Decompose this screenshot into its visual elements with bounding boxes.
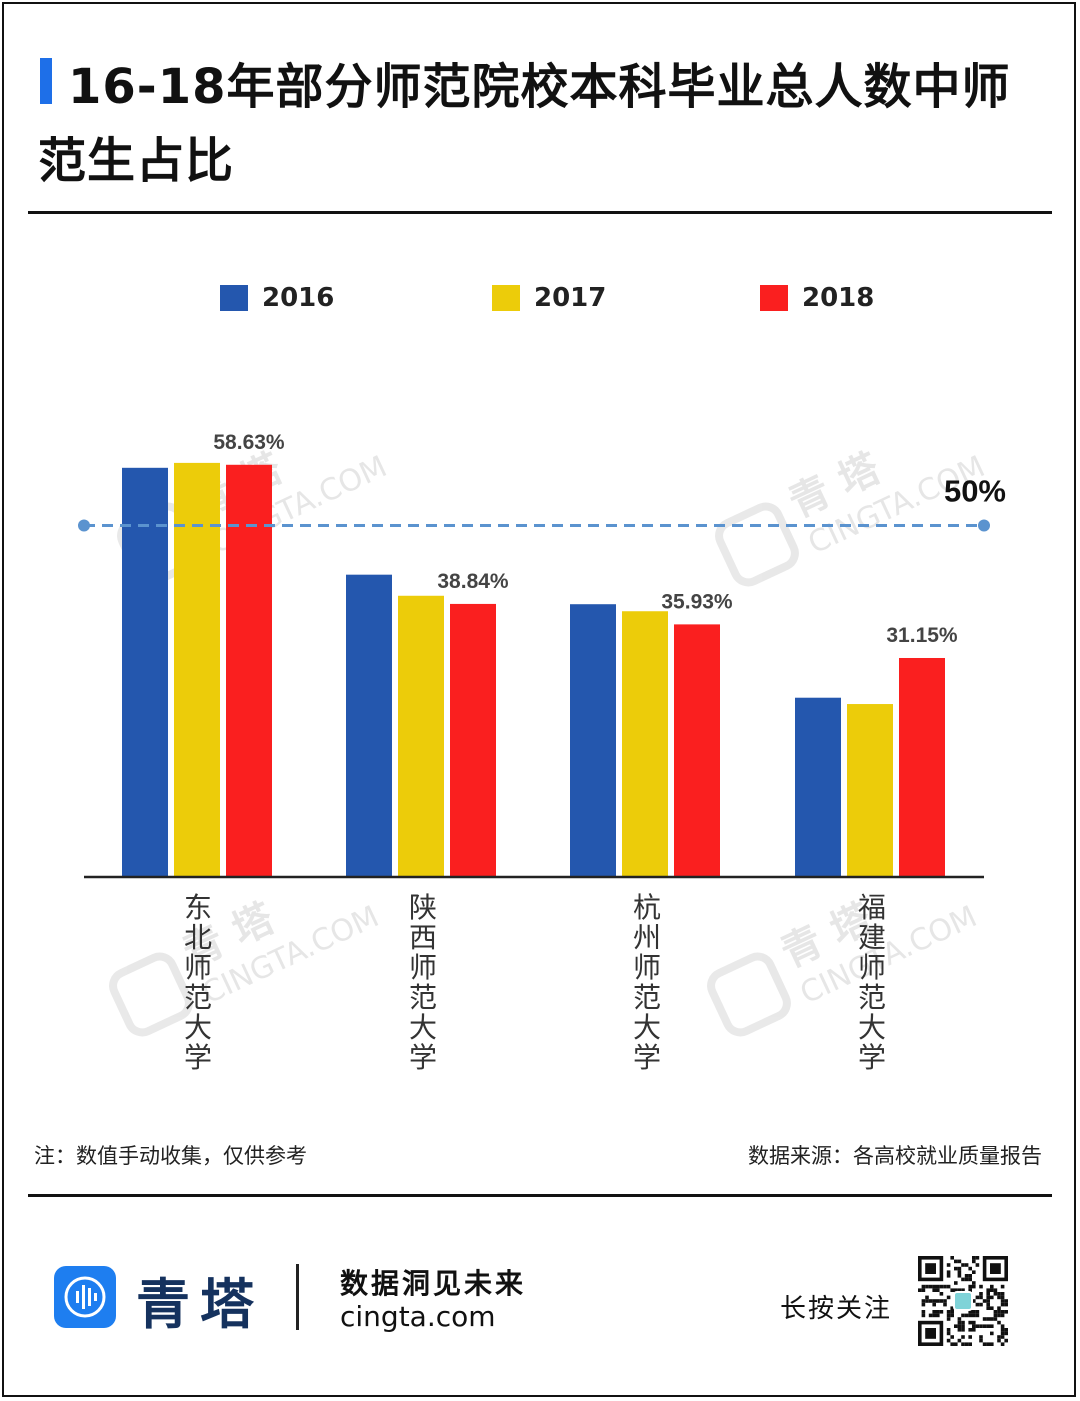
bar-2017-1 <box>398 595 444 877</box>
chart-legend: 2016 2017 2018 <box>0 280 1080 316</box>
reference-line-end-dot <box>978 519 990 532</box>
brand-divider <box>296 1264 299 1330</box>
bar-2018-1 <box>450 603 496 877</box>
brand-url[interactable]: cingta.com <box>340 1300 496 1333</box>
bar-2016-1 <box>346 574 392 877</box>
legend-item-2016: 2016 <box>220 280 334 316</box>
bar-2016-0 <box>122 467 168 877</box>
category-label-3: 福建师范大学 <box>858 891 886 1074</box>
bar-2016-3 <box>795 697 841 877</box>
bar-2018-2 <box>674 624 720 877</box>
bar-2017-2 <box>622 611 668 877</box>
bar-2017-3 <box>847 704 893 877</box>
bar-2018-3 <box>899 657 945 877</box>
sound-wave-icon <box>54 1266 116 1328</box>
legend-item-2017: 2017 <box>492 280 606 316</box>
data-label-3: 31.15% <box>886 624 958 647</box>
legend-swatch-2018 <box>760 285 788 311</box>
category-label-2: 杭州师范大学 <box>633 891 661 1074</box>
legend-swatch-2017 <box>492 285 520 311</box>
title-accent-bar <box>40 58 52 104</box>
qr-code-icon[interactable] <box>918 1256 1008 1346</box>
category-label-0: 东北师范大学 <box>184 891 212 1074</box>
reference-line-label: 50% <box>944 473 1006 508</box>
legend-label-2016: 2016 <box>262 283 335 313</box>
footer-divider <box>28 1194 1052 1197</box>
reference-line-start-dot <box>78 519 90 532</box>
source-text: 数据来源：各高校就业质量报告 <box>748 1144 1042 1168</box>
follow-prompt: 长按关注 <box>780 1294 893 1324</box>
data-label-0: 58.63% <box>213 431 285 454</box>
category-label-1: 陕西师范大学 <box>409 891 437 1074</box>
data-label-2: 35.93% <box>661 590 733 613</box>
data-label-1: 38.84% <box>437 570 509 593</box>
legend-label-2018: 2018 <box>802 283 875 313</box>
chart-title: 16-18年部分师范院校本科毕业总人数中师范生占比 <box>38 59 1011 189</box>
bar-2018-0 <box>226 464 272 877</box>
brand-name: 青塔 <box>136 1272 264 1336</box>
legend-item-2018: 2018 <box>760 280 874 316</box>
legend-swatch-2016 <box>220 285 248 311</box>
note-text: 注：数值手动收集，仅供参考 <box>34 1144 307 1168</box>
bar-2017-0 <box>174 462 220 877</box>
title-divider <box>28 211 1052 214</box>
legend-label-2017: 2017 <box>534 283 607 313</box>
bar-2016-2 <box>570 604 616 877</box>
brand-slogan: 数据洞见未来 <box>340 1267 527 1300</box>
